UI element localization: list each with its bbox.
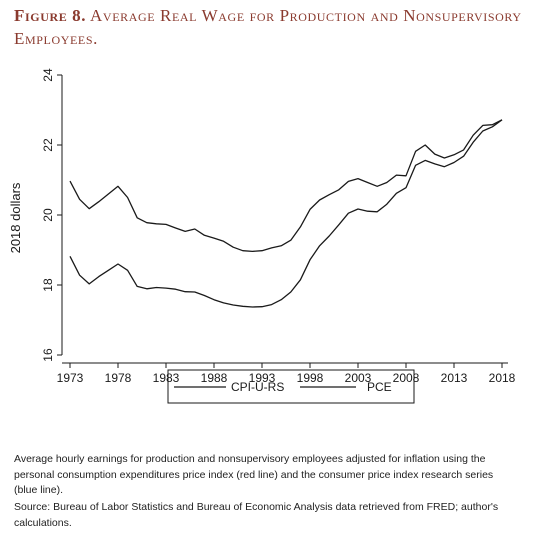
figure-label: Figure 8. <box>14 6 87 25</box>
caption-source: Source: Bureau of Labor Statistics and B… <box>14 501 499 529</box>
x-tick-label-1988: 1988 <box>201 371 228 385</box>
y-axis-label: 2018 dollars <box>8 182 23 253</box>
series-line-cpi-u-rs <box>69 119 503 253</box>
legend: CPI-U-RS PCE <box>167 369 415 404</box>
x-tick-label-1998: 1998 <box>297 371 324 385</box>
x-tick-label-2008: 2008 <box>393 371 420 385</box>
y-tick-label-20: 20 <box>41 208 55 222</box>
y-tick-label-16: 16 <box>41 348 55 362</box>
figure-title: Figure 8. Average Real Wage for Producti… <box>14 4 529 50</box>
y-tick-label-18: 18 <box>41 278 55 292</box>
x-tick-label-2003: 2003 <box>345 371 372 385</box>
x-tick-label-1978: 1978 <box>105 371 132 385</box>
series-lines <box>69 119 503 308</box>
x-tick-label-2013: 2013 <box>441 371 468 385</box>
caption-description: Average hourly earnings for production a… <box>14 453 494 496</box>
x-tick-label-1993: 1993 <box>249 371 276 385</box>
axes: 16 18 20 22 24 1973 1978 1983 1988 1993 1998 2003 20… <box>41 68 516 385</box>
series-line-pce <box>69 119 503 308</box>
legend-box <box>167 369 415 404</box>
x-tick-label-1973: 1973 <box>57 371 84 385</box>
legend-label-cpi-u-rs: CPI-U-RS <box>231 380 284 394</box>
legend-label-pce: PCE <box>367 380 392 394</box>
y-tick-label-22: 22 <box>41 138 55 152</box>
y-tick-label-24: 24 <box>41 68 55 82</box>
x-tick-label-2018: 2018 <box>489 371 516 385</box>
figure-title-text: Average Real Wage for Production and Non… <box>14 6 522 48</box>
x-tick-label-1983: 1983 <box>153 371 180 385</box>
